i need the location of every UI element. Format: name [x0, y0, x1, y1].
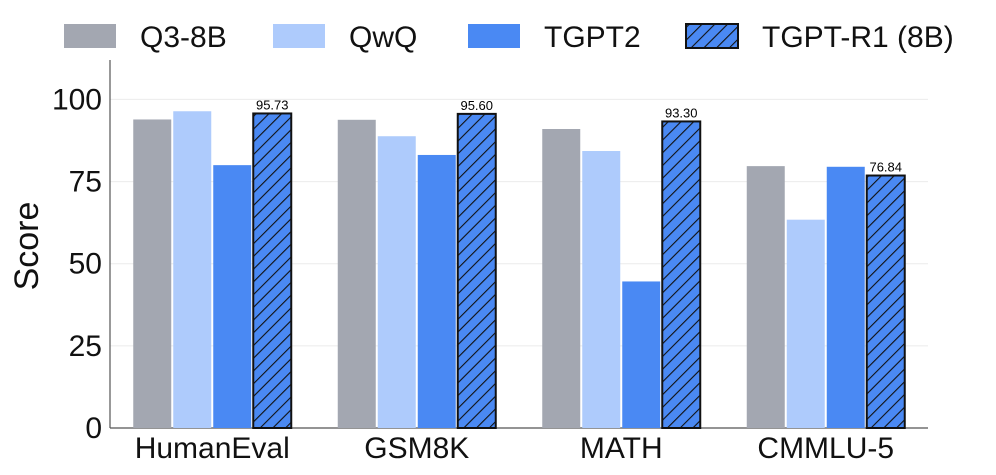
data-label: 93.30	[665, 105, 698, 120]
bar-tgpt2-math	[622, 281, 661, 428]
bar-q3-8b-cmmlu-5	[746, 166, 785, 428]
bar-qwq-cmmlu-5	[786, 219, 825, 428]
data-label: 95.60	[460, 98, 493, 113]
x-category-labels: HumanEval GSM8K MATH CMMLU-5	[135, 432, 894, 465]
y-tick-label: 75	[69, 166, 102, 199]
x-category-label: HumanEval	[135, 432, 290, 465]
bars	[133, 111, 906, 430]
x-category-label: MATH	[580, 432, 663, 465]
bar-tgpt-r1-8b--gsm8k	[456, 112, 497, 429]
bar-tgpt-r1-8b--cmmlu-5	[865, 174, 906, 429]
bar-qwq-humaneval	[173, 111, 212, 428]
bar-qwq-math	[582, 151, 621, 428]
x-category-label: GSM8K	[364, 432, 469, 465]
legend-label: TGPT-R1 (8B)	[762, 21, 954, 54]
bar-tgpt-r1-8b--humaneval	[252, 112, 293, 430]
y-tick-label: 100	[52, 83, 102, 116]
bar-tgpt2-cmmlu-5	[826, 166, 865, 429]
bar-tgpt2-gsm8k	[417, 154, 456, 428]
legend-label: TGPT2	[544, 21, 641, 54]
x-category-label: CMMLU-5	[757, 432, 894, 465]
bar-q3-8b-gsm8k	[337, 119, 376, 429]
y-tick-label: 50	[69, 248, 102, 281]
y-axis-title: Score	[8, 202, 46, 291]
legend-swatch	[64, 24, 116, 48]
data-label: 95.73	[256, 97, 289, 112]
data-labels: 95.73 95.60 93.30 76.84	[256, 97, 902, 174]
y-tick-label: 25	[69, 330, 102, 363]
bar-tgpt-r1-8b--math	[661, 120, 702, 429]
legend-swatch	[685, 23, 739, 49]
y-tick-labels: 0 25 50 75 100	[52, 83, 102, 445]
legend-label: Q3-8B	[140, 21, 227, 54]
legend-swatch	[273, 24, 325, 48]
legend: Q3-8B QwQ TGPT2 TGPT-R1 (8B)	[64, 21, 954, 54]
bar-q3-8b-math	[542, 129, 581, 428]
legend-swatch	[468, 24, 520, 48]
data-label: 76.84	[869, 160, 902, 175]
bar-q3-8b-humaneval	[133, 119, 172, 428]
bar-qwq-gsm8k	[377, 136, 416, 428]
bar-tgpt2-humaneval	[213, 165, 252, 428]
y-tick-label: 0	[85, 412, 102, 445]
legend-label: QwQ	[349, 21, 417, 54]
